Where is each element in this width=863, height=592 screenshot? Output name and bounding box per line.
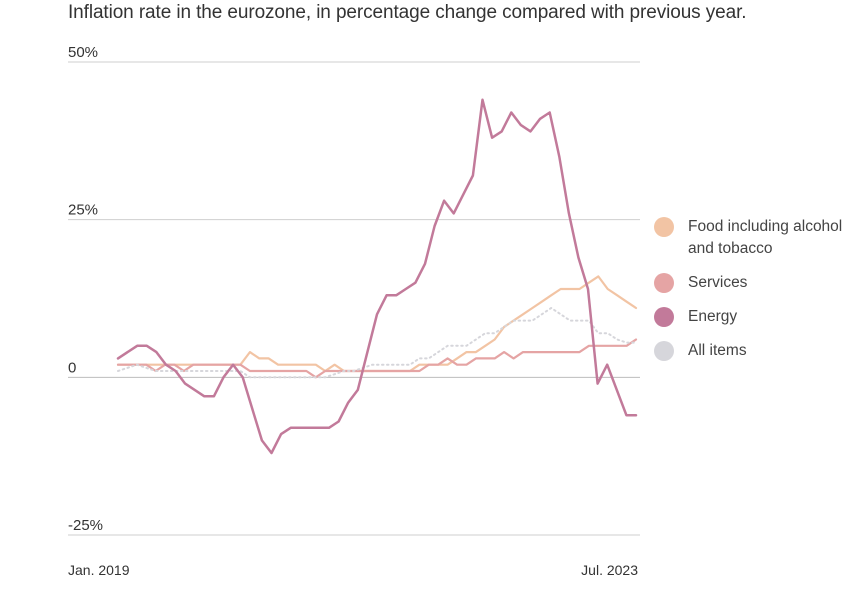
legend-item: Services	[654, 272, 863, 294]
series-line-services	[116, 338, 638, 379]
legend-item: Energy	[654, 306, 863, 328]
legend-swatch-icon	[654, 341, 674, 361]
chart-title: Inflation rate in the eurozone, in perce…	[68, 2, 747, 23]
y-tick-label: 0	[68, 359, 76, 376]
y-tick-label: -25%	[68, 517, 103, 534]
grid-lines	[68, 61, 640, 536]
legend-label: Services	[688, 274, 748, 291]
legend: Food including alcohol and tobacco Servic…	[654, 216, 863, 374]
y-tick-labels: 50% 25% 0 -25%	[68, 44, 103, 534]
x-tick-label-end: Jul. 2023	[581, 562, 638, 578]
legend-swatch-icon	[654, 273, 674, 293]
legend-item: All items	[654, 340, 863, 362]
legend-label: Energy	[688, 308, 738, 325]
legend-item: Food including alcohol and tobacco	[654, 216, 863, 260]
legend-swatch-icon	[654, 307, 674, 327]
legend-swatch-icon	[654, 217, 674, 237]
series-line-energy	[116, 98, 638, 455]
series-line-food-including-alcohol-and-tobacco	[116, 275, 638, 373]
legend-label: Food including alcohol and tobacco	[688, 218, 843, 257]
x-tick-label-start: Jan. 2019	[68, 562, 130, 578]
legend-label: All items	[688, 342, 747, 359]
y-tick-label: 25%	[68, 202, 98, 219]
series-line-all-items	[117, 307, 637, 379]
y-tick-label: 50%	[68, 44, 98, 61]
series-lines	[116, 98, 638, 455]
